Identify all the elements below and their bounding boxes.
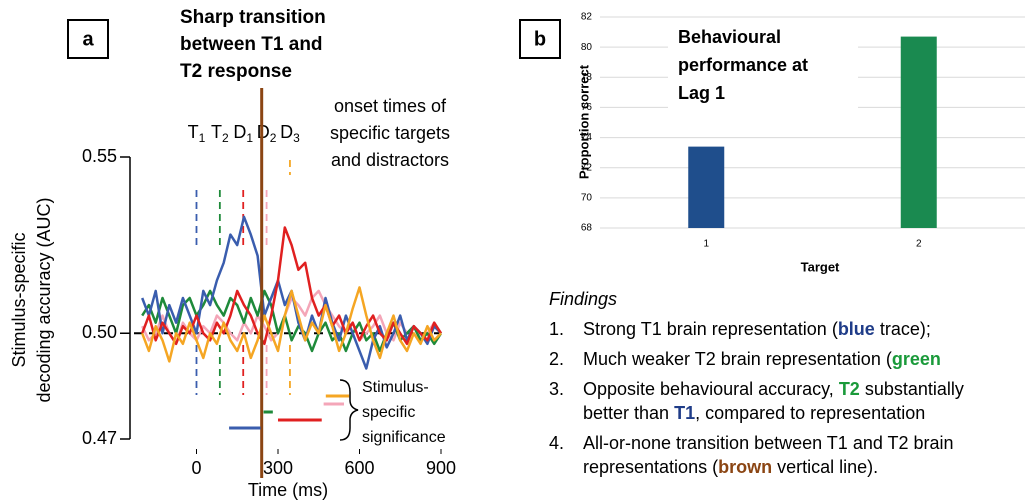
findings-heading: Findings	[549, 289, 617, 309]
onset-label: D1	[233, 122, 253, 145]
x-axis-label: Target	[801, 259, 840, 274]
title-background	[668, 22, 858, 114]
bar	[900, 36, 937, 228]
text-segment: All-or-none transition between T1 and T2…	[583, 433, 954, 453]
list-text: representations (brown vertical line).	[583, 457, 878, 477]
text-segment: blue	[838, 319, 875, 339]
list-text: Opposite behavioural accuracy, T2 substa…	[583, 379, 964, 399]
onset-label: D2	[257, 122, 277, 145]
brace	[339, 379, 359, 441]
onset-letter: D	[257, 122, 270, 142]
text-segment: substantially	[860, 379, 964, 399]
bar	[688, 146, 725, 228]
text-segment: T2	[839, 379, 860, 399]
y-tick-label: 0.50	[82, 322, 117, 342]
onset-sub: 1	[199, 131, 206, 145]
y-axis-label: Proportion correct	[576, 64, 591, 179]
y-tick-label: 82	[581, 12, 593, 23]
onset-letter: D	[233, 122, 246, 142]
annotation-title: T2 response	[180, 61, 292, 82]
text-segment: trace);	[875, 319, 931, 339]
x-axis-label: Time (ms)	[248, 480, 328, 500]
panel-label: b	[534, 28, 546, 50]
y-tick-label: 70	[581, 192, 593, 203]
x-tick-label: 900	[426, 458, 456, 478]
y-tick-label: 0.55	[82, 146, 117, 166]
list-number: 3.	[549, 379, 564, 399]
text-segment: Opposite behavioural accuracy,	[583, 379, 839, 399]
onset-sub: 2	[222, 131, 229, 145]
text-segment: green	[892, 349, 941, 369]
onset-letter: T	[188, 122, 199, 142]
panel-label: a	[82, 28, 94, 50]
x-tick-label: 0	[191, 458, 201, 478]
y-tick-label: 74	[581, 132, 593, 143]
x-tick-label: 300	[263, 458, 293, 478]
y-axis-label: Stimulus-specific	[9, 232, 29, 367]
onset-sub: 1	[246, 131, 253, 145]
panel-box	[519, 19, 561, 59]
onset-letter: D	[280, 122, 293, 142]
onset-letter: T	[211, 122, 222, 142]
chart-title: performance at	[678, 55, 808, 75]
onset-sub: 3	[293, 131, 300, 145]
annotation: and distractors	[331, 150, 449, 170]
line-trace	[141, 286, 442, 363]
annotation: specific targets	[330, 123, 450, 143]
annotation-title: between T1 and	[180, 34, 323, 55]
text-segment: vertical line).	[772, 457, 878, 477]
onset-label: T2	[211, 122, 229, 145]
y-tick-label: 68	[581, 223, 593, 234]
panel-box	[67, 19, 109, 59]
text-segment: Strong T1 brain representation (	[583, 319, 838, 339]
list-text: All-or-none transition between T1 and T2…	[583, 433, 954, 453]
list-text: better than T1, compared to representati…	[583, 403, 925, 423]
y-tick-label: 72	[581, 162, 593, 173]
text-segment: better than	[583, 403, 674, 423]
significance-label: significance	[362, 429, 446, 446]
y-tick-label: 78	[581, 72, 593, 83]
text-segment: Much weaker T2 brain representation (	[583, 349, 892, 369]
y-axis-label: decoding accuracy (AUC)	[34, 197, 54, 402]
x-tick-label: 600	[344, 458, 374, 478]
chart-title: Behavioural	[678, 27, 781, 47]
text-segment: T1	[674, 403, 695, 423]
text-segment: brown	[718, 457, 772, 477]
y-tick-label: 80	[581, 42, 593, 53]
text-segment: representations (	[583, 457, 718, 477]
y-tick-label: 0.47	[82, 428, 117, 448]
onset-sub: 2	[270, 131, 277, 145]
onset-label: T1	[188, 122, 206, 145]
significance-label: Stimulus-	[362, 379, 429, 396]
list-number: 1.	[549, 319, 564, 339]
y-tick-label: 76	[581, 102, 593, 113]
list-text: Strong T1 brain representation (blue tra…	[583, 319, 931, 339]
text-segment: , compared to representation	[695, 403, 925, 423]
annotation: onset times of	[334, 96, 447, 116]
list-number: 2.	[549, 349, 564, 369]
list-text: Much weaker T2 brain representation (gre…	[583, 349, 941, 369]
significance-label: specific	[362, 404, 415, 421]
x-tick-label: 1	[703, 239, 709, 250]
chart-title: Lag 1	[678, 83, 725, 103]
onset-label: D3	[280, 122, 300, 145]
list-number: 4.	[549, 433, 564, 453]
x-tick-label: 2	[916, 239, 922, 250]
annotation-title: Sharp transition	[180, 7, 326, 28]
